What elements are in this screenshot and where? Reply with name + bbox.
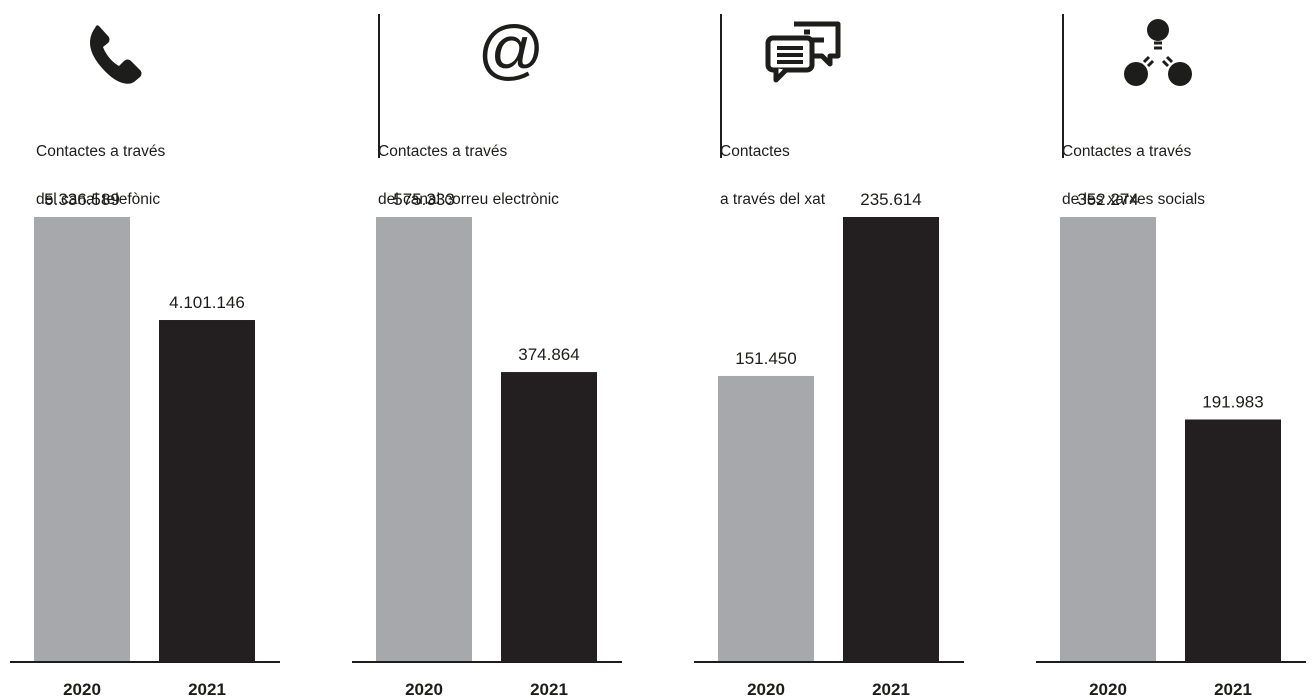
bar-2020 <box>376 217 472 662</box>
chart-title: Contactes a través de les xarxes socials <box>1062 143 1206 208</box>
bar-2020 <box>718 375 814 662</box>
value-label: 191.983 <box>1202 392 1263 411</box>
panel-social: Contactes a través de les xarxes socials… <box>1036 0 1312 699</box>
panel-email: @ Contactes a través del canal correu el… <box>352 0 642 699</box>
bar-2021 <box>501 372 597 662</box>
divider <box>720 14 722 158</box>
value-label: 352.274 <box>1077 190 1138 209</box>
bar-2021 <box>1185 419 1281 662</box>
category-label: 2020 <box>405 680 443 699</box>
bar-chart-chat: 151.450 2020 235.614 2021 <box>694 0 984 699</box>
divider <box>1062 14 1064 158</box>
value-label: 575.333 <box>393 190 454 209</box>
chart-title: Contactes a través del canal correu elec… <box>378 143 559 208</box>
bar-2020 <box>1060 217 1156 662</box>
category-label: 2021 <box>188 680 226 699</box>
svg-text:@: @ <box>477 12 544 86</box>
chart-title: Contactes a través del canal telefònic <box>36 143 166 208</box>
category-label: 2020 <box>747 680 785 699</box>
at-sign-icon: @ <box>470 10 550 86</box>
bar-2021 <box>159 320 255 662</box>
category-label: 2020 <box>63 680 101 699</box>
panel-chat: Contactes a través del xat 151.450 2020 23… <box>694 0 984 699</box>
phone-icon <box>72 10 152 86</box>
chart-title: Contactes a través del xat <box>720 143 826 208</box>
category-label: 2021 <box>872 680 910 699</box>
category-label: 2021 <box>1214 680 1252 699</box>
category-label: 2020 <box>1089 680 1127 699</box>
bar-chart-email: 575.333 2020 374.864 2021 <box>352 0 642 699</box>
value-label: 374.864 <box>518 345 579 364</box>
chat-bubbles-icon <box>762 10 842 86</box>
bar-2021 <box>843 217 939 662</box>
bar-chart-phone: 5.336.589 2020 4.101.146 2021 <box>10 0 300 699</box>
value-label: 4.101.146 <box>169 293 245 312</box>
bar-2020 <box>34 217 130 662</box>
value-label: 151.450 <box>735 349 796 368</box>
value-label: 5.336.589 <box>44 190 120 209</box>
bar-chart-social: 352.274 2020 191.983 2021 <box>1036 0 1312 699</box>
category-label: 2021 <box>530 680 568 699</box>
value-label: 235.614 <box>860 190 921 209</box>
social-network-icon <box>1118 10 1198 86</box>
divider <box>378 14 380 158</box>
panel-phone: Contactes a través del canal telefònic 5… <box>10 0 300 699</box>
